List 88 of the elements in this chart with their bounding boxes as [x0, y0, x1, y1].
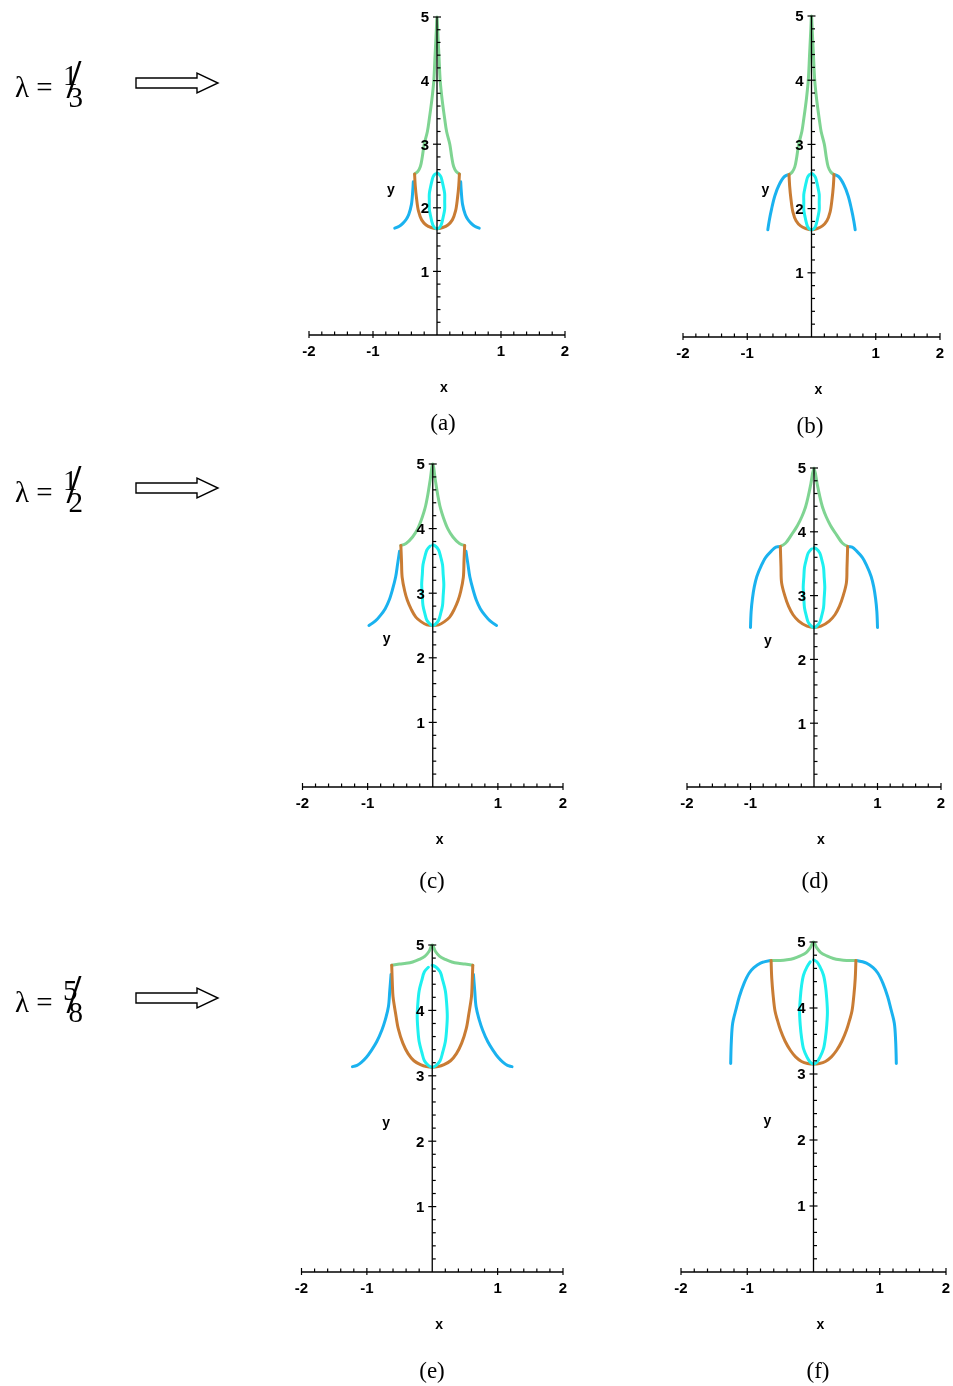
text: (f) [806, 1358, 830, 1383]
y-axis-title: y [382, 1113, 391, 1130]
line-series [464, 549, 499, 627]
x-tick-label: 2 [936, 794, 946, 811]
x-tick-label: -2 [295, 794, 310, 811]
x-tick-label: -1 [360, 794, 375, 811]
line-series [846, 544, 879, 629]
y-tick-label: 3 [795, 135, 804, 153]
x-tick-label: 1 [493, 1279, 502, 1296]
line-series [855, 958, 898, 1065]
line-series [399, 543, 467, 627]
y-tick-label: 2 [797, 1131, 806, 1149]
y-tick-label: 5 [416, 455, 425, 473]
y-tick-label: 3 [415, 1067, 425, 1085]
text: (a) [430, 410, 456, 435]
x-tick-label: 1 [873, 794, 882, 811]
y-tick-label: 1 [416, 713, 425, 731]
x-tick-label: 1 [871, 344, 880, 361]
y-axis-title: y [761, 181, 770, 198]
y-tick-label: 4 [420, 72, 430, 89]
x-tick-label: 2 [560, 342, 570, 359]
line-series [459, 180, 481, 230]
x-tick-label: -1 [740, 1279, 754, 1296]
text: (b) [796, 413, 824, 438]
line-series [802, 171, 821, 232]
x-axis-title: x [440, 379, 449, 395]
x-tick-label: -1 [743, 794, 758, 811]
y-tick-label: 1 [420, 262, 429, 280]
x-tick-label: -1 [740, 344, 754, 361]
x-tick-label: 2 [935, 344, 945, 361]
line-series [749, 544, 782, 629]
y-tick-label: 3 [420, 135, 429, 153]
x-tick-label: 1 [875, 1279, 884, 1296]
y-tick-label: 5 [797, 459, 806, 477]
text: (e) [419, 1358, 445, 1383]
line-series [427, 171, 447, 231]
x-tick-label: -2 [294, 1279, 309, 1296]
text: (d) [801, 868, 829, 893]
y-tick-label: 1 [795, 264, 804, 282]
x-tick-label: 2 [558, 1279, 568, 1296]
x-axis-title: x [814, 381, 823, 397]
x-axis-title: x [435, 831, 444, 847]
line-series [415, 963, 449, 1069]
y-tick-label: 4 [416, 520, 426, 537]
line-series [413, 172, 461, 231]
x-tick-label: -2 [680, 794, 694, 811]
line-series [769, 958, 858, 1066]
x-tick-label: -2 [674, 1279, 688, 1296]
line-series [787, 173, 836, 232]
line-series [798, 958, 829, 1066]
x-tick-label: 1 [496, 342, 506, 359]
x-tick-label: -1 [360, 1279, 374, 1296]
line-series [390, 963, 475, 1069]
y-tick-label: 2 [415, 1132, 425, 1150]
line-series [393, 180, 415, 230]
y-tick-label: 2 [797, 650, 806, 668]
x-tick-label: -1 [366, 342, 380, 359]
line-series [471, 972, 514, 1069]
y-tick-label: 4 [795, 71, 805, 89]
x-tick-label: -2 [302, 342, 316, 359]
y-tick-label: 1 [415, 1198, 425, 1215]
y-tick-label: 5 [795, 7, 804, 25]
y-tick-label: 1 [797, 1197, 806, 1215]
y-tick-label: 4 [797, 523, 807, 541]
y-axis-title: y [387, 180, 396, 197]
y-tick-label: 3 [797, 1065, 806, 1083]
y-tick-label: 2 [795, 200, 804, 217]
x-tick-label: -2 [676, 344, 690, 361]
y-axis-title: y [764, 632, 773, 649]
x-tick-label: 2 [941, 1279, 951, 1296]
x-tick-label: 1 [493, 794, 503, 811]
y-tick-label: 5 [797, 933, 806, 951]
x-axis-title: x [816, 1316, 825, 1332]
y-tick-label: 2 [416, 649, 425, 667]
y-tick-label: 1 [797, 714, 806, 732]
text: (c) [419, 868, 445, 893]
y-axis-title: y [763, 1112, 772, 1129]
y-tick-label: 5 [415, 936, 425, 954]
line-series [350, 972, 393, 1069]
y-axis-title: y [382, 630, 391, 647]
line-series [832, 173, 857, 232]
line-series [367, 549, 402, 627]
line-series [729, 958, 772, 1065]
x-tick-label: 2 [558, 794, 568, 811]
x-axis-title: x [817, 831, 826, 847]
line-series [778, 544, 850, 629]
y-tick-label: 5 [420, 8, 429, 26]
x-axis-title: x [435, 1316, 444, 1332]
